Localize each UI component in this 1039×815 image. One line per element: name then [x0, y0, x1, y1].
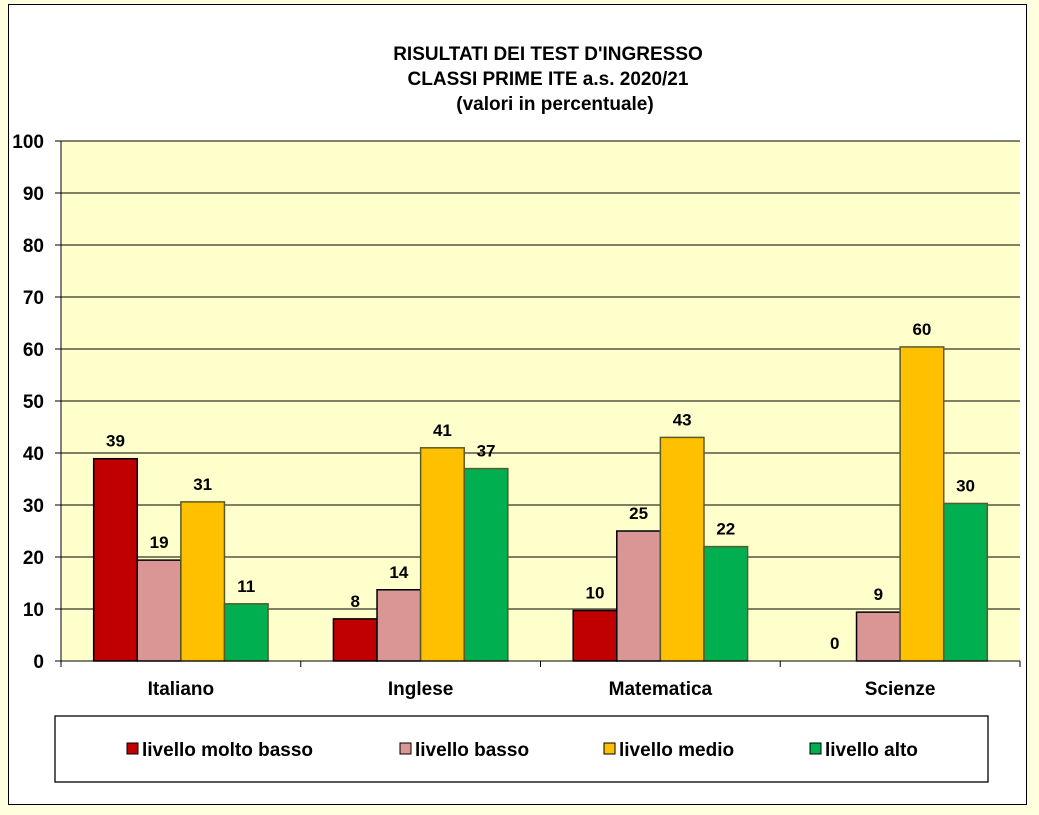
data-label: 41	[433, 421, 452, 440]
bar	[899, 346, 945, 662]
y-tick-label: 60	[23, 340, 44, 361]
title-line-1: RISULTATI DEI TEST D'INGRESSO	[393, 44, 703, 65]
legend-swatch	[126, 742, 139, 755]
data-label: 22	[716, 520, 735, 539]
bar	[572, 609, 618, 662]
bar	[855, 611, 901, 662]
y-tick-label: 100	[12, 132, 44, 153]
bar	[659, 436, 705, 662]
legend-swatch	[399, 742, 412, 755]
legend-box	[54, 715, 989, 783]
data-label: 14	[389, 563, 408, 582]
data-label: 8	[350, 592, 359, 611]
bar	[223, 603, 269, 662]
y-tick-label: 90	[23, 184, 44, 205]
data-label: 19	[150, 533, 169, 552]
data-label: 60	[912, 320, 931, 339]
title-line-2: CLASSI PRIME ITE a.s. 2020/21	[408, 69, 689, 90]
legend-label: livello molto basso	[142, 740, 313, 761]
legend-swatch	[809, 742, 822, 755]
y-tick-label: 10	[23, 600, 44, 621]
bar	[92, 457, 139, 662]
data-label: 43	[673, 410, 692, 429]
y-tick-label: 80	[23, 236, 44, 257]
bar	[942, 502, 989, 662]
data-label: 39	[106, 432, 125, 451]
legend-label: livello basso	[415, 740, 529, 761]
data-label: 30	[956, 476, 975, 495]
legend-label: livello alto	[825, 740, 918, 761]
legend: livello molto basso livello basso livello …	[126, 740, 918, 761]
bar	[703, 545, 749, 662]
x-tick-label: Matematica	[609, 679, 713, 700]
y-tick-label: 0	[33, 652, 44, 673]
data-label: 0	[830, 634, 839, 653]
data-label: 31	[193, 475, 212, 494]
data-label: 37	[477, 442, 496, 461]
bar	[136, 559, 182, 662]
x-tick-label: Inglese	[388, 679, 453, 700]
y-tick-label: 30	[23, 496, 44, 517]
bar	[376, 589, 422, 662]
legend-label: livello medio	[619, 740, 734, 761]
y-tick-label: 50	[23, 392, 44, 413]
y-tick-label: 40	[23, 444, 44, 465]
y-tick-label: 70	[23, 288, 44, 309]
bar	[616, 530, 662, 662]
y-tick-label: 20	[23, 548, 44, 569]
x-tick-label: Scienze	[865, 679, 936, 700]
bar	[419, 447, 465, 662]
data-label: 9	[874, 585, 883, 604]
chart-title: RISULTATI DEI TEST D'INGRESSO CLASSI PRI…	[393, 44, 703, 115]
x-tick-label: Italiano	[148, 679, 215, 700]
title-line-3: (valori in percentuale)	[456, 94, 653, 115]
legend-swatch	[603, 742, 616, 755]
bar	[180, 501, 226, 662]
data-label: 11	[237, 577, 255, 596]
bar	[332, 618, 378, 662]
data-label: 10	[586, 584, 605, 603]
bar	[463, 467, 509, 662]
data-label: 25	[629, 504, 648, 523]
